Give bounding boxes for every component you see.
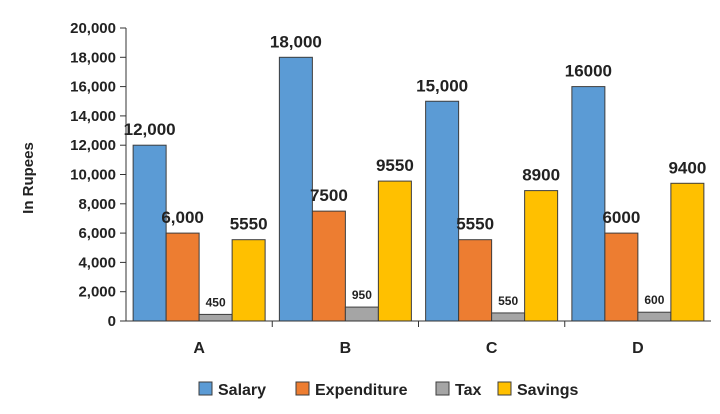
category-labels: A B C D <box>193 321 644 357</box>
y-tick-label: 16,000 <box>70 79 116 96</box>
bar-expenditure-d <box>604 232 639 322</box>
legend-label-salary: Salary <box>218 382 266 399</box>
data-label-savings-a: 5550 <box>230 215 268 234</box>
legend-swatch-savings <box>497 381 512 396</box>
data-label-expenditure-c: 5550 <box>456 215 494 234</box>
data-label-tax-d: 600 <box>644 293 664 307</box>
bar-savings-c <box>524 190 559 322</box>
bar-savings-d <box>670 182 705 322</box>
y-axis-ticks: 0 2,000 4,000 6,000 8,000 10,000 12,000 14,000 1… <box>70 20 126 330</box>
data-label-expenditure-a: 6,000 <box>161 208 204 227</box>
bar-tax-d <box>637 311 672 322</box>
bar-salary-c <box>425 100 460 322</box>
legend-label-expenditure: Expenditure <box>315 382 408 399</box>
bar-tax-c <box>491 312 526 322</box>
bar-savings-b <box>377 180 412 322</box>
bar-expenditure-c <box>458 239 493 322</box>
data-label-savings-d: 9400 <box>668 158 706 177</box>
y-tick-label: 18,000 <box>70 49 116 66</box>
data-label-savings-c: 8900 <box>522 166 560 185</box>
legend-label-tax: Tax <box>455 382 481 399</box>
legend-label-savings: Savings <box>517 382 578 399</box>
y-axis-label: In Rupees <box>20 142 37 214</box>
y-tick-label: 8,000 <box>78 196 116 213</box>
legend-swatch-tax <box>435 381 450 396</box>
y-tick-label: 14,000 <box>70 108 116 125</box>
y-tick-label: 20,000 <box>70 20 116 37</box>
data-label-salary-a: 12,000 <box>124 120 176 139</box>
y-tick-label: 4,000 <box>78 254 116 271</box>
bar-salary-d <box>571 86 606 322</box>
data-label-salary-b: 18,000 <box>270 32 322 51</box>
category-label: B <box>340 340 352 357</box>
bar-tax-a <box>198 313 233 322</box>
bar-tax-b <box>344 306 379 322</box>
data-label-salary-c: 15,000 <box>416 76 468 95</box>
legend-swatch-expenditure <box>295 381 310 396</box>
data-label-salary-d: 16000 <box>565 62 612 81</box>
y-tick-label: 2,000 <box>78 284 116 301</box>
bar-expenditure-b <box>311 210 346 322</box>
legend-swatch-salary <box>198 381 213 396</box>
data-label-expenditure-b: 7500 <box>310 186 348 205</box>
y-tick-label: 6,000 <box>78 225 116 242</box>
y-tick-label: 10,000 <box>70 167 116 184</box>
legend: Salary Expenditure Tax Savings <box>198 381 578 399</box>
y-tick-label: 12,000 <box>70 137 116 154</box>
category-label: C <box>486 340 498 357</box>
category-label: D <box>632 340 644 357</box>
bar-salary-a <box>132 144 167 322</box>
data-label-expenditure-d: 6000 <box>602 208 640 227</box>
bar-savings-a <box>231 239 266 322</box>
data-label-tax-a: 450 <box>206 295 226 309</box>
bar-salary-b <box>278 56 313 322</box>
data-labels: 12,000 6,000 450 5550 18,000 7500 950 9550 15,00… <box>124 32 707 309</box>
data-label-tax-c: 550 <box>498 294 518 308</box>
bars <box>132 56 705 322</box>
y-tick-label: 0 <box>108 313 116 330</box>
bar-expenditure-a <box>165 232 200 322</box>
category-label: A <box>193 340 205 357</box>
data-label-savings-b: 9550 <box>376 156 414 175</box>
data-label-tax-b: 950 <box>352 288 372 302</box>
